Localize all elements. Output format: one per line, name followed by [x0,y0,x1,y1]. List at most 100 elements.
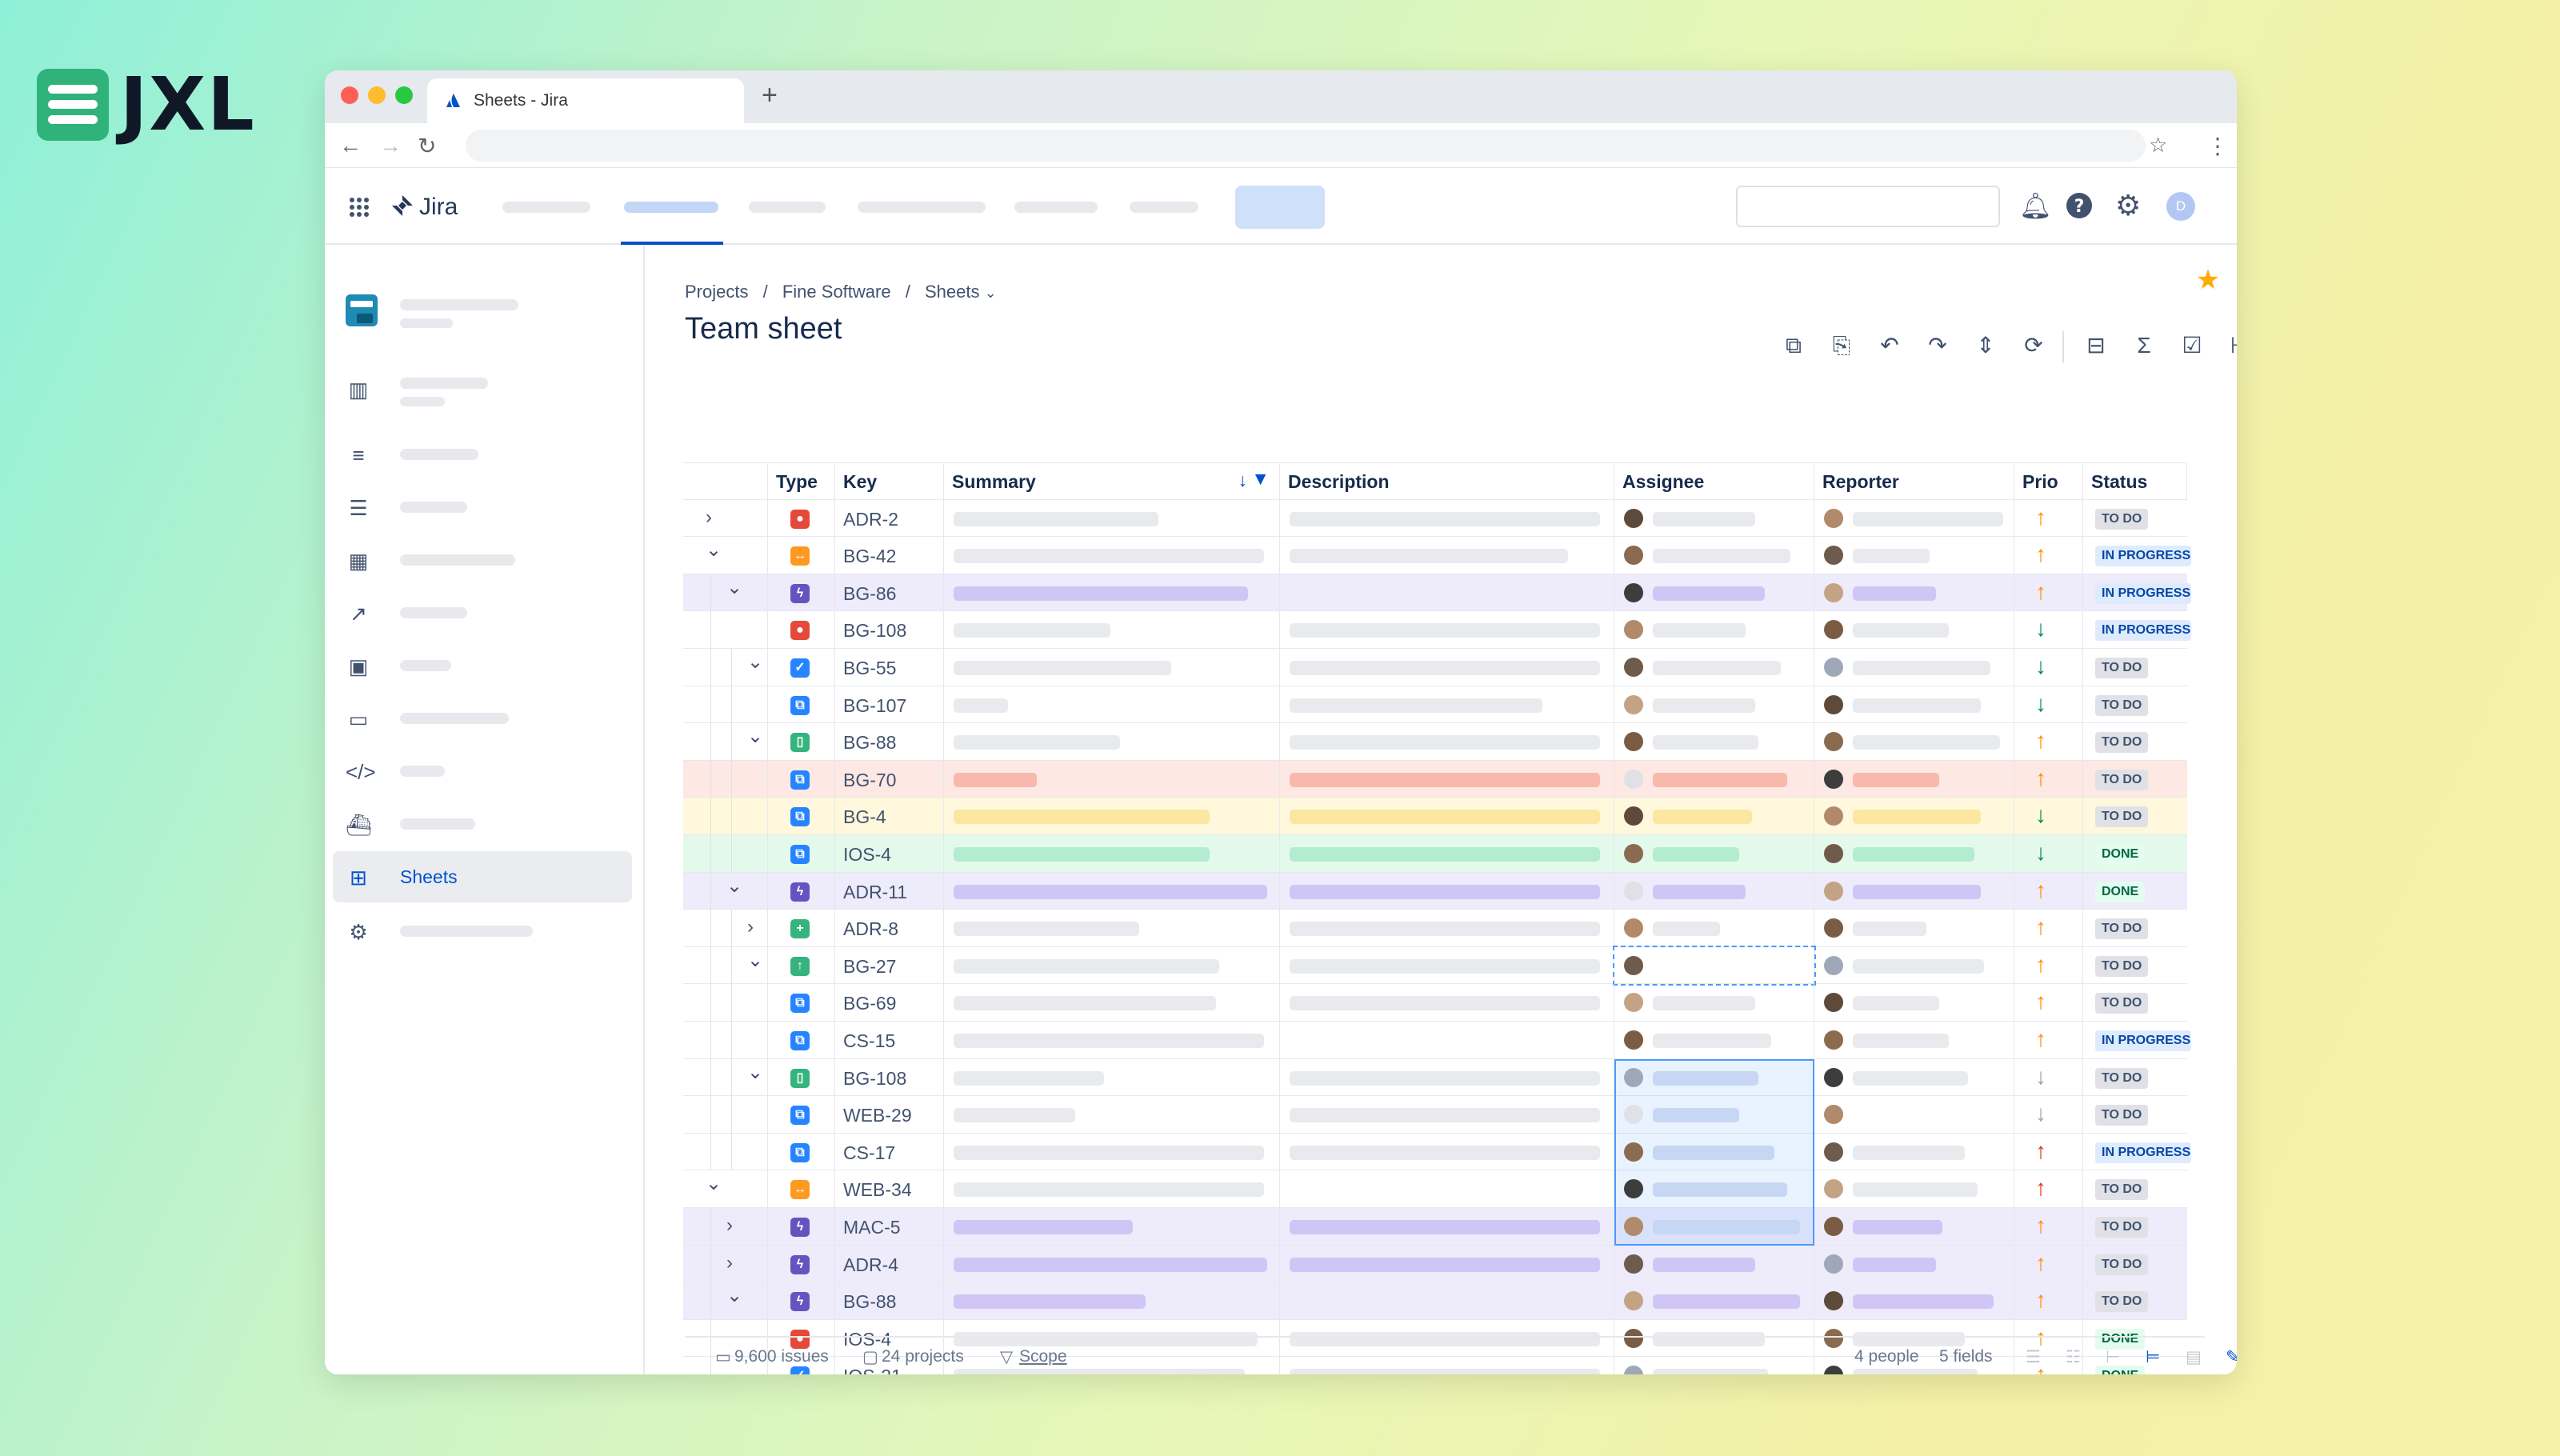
description-cell[interactable] [1280,1096,1614,1134]
type-cell[interactable]: ϟ [768,1282,835,1320]
assignee-cell[interactable] [1614,798,1814,835]
key-cell[interactable]: BG-69 [835,984,944,1022]
assignee-cell[interactable] [1614,760,1814,798]
checklist-icon[interactable]: ☑ [2182,333,2202,358]
prio-cell[interactable] [2014,872,2083,910]
issue-key[interactable]: IOS-4 [843,844,892,865]
description-cell[interactable] [1280,1245,1614,1283]
reporter-cell[interactable] [1814,1282,2014,1320]
assignee-cell[interactable] [1614,1133,1814,1171]
footer-structure-icon[interactable]: ⊨ [2146,1348,2161,1366]
key-cell[interactable]: IOS-21 [835,1357,944,1374]
assignee-cell[interactable] [1614,537,1814,574]
prio-cell[interactable] [2014,649,2083,686]
footer-tool-icon[interactable]: ☰ [2026,1348,2041,1366]
status-badge[interactable]: TO DO [2095,918,2149,940]
chevron-down-icon[interactable]: ⌄ [984,285,997,301]
breadcrumb-current[interactable]: Sheets [924,282,980,302]
minimize-window-icon[interactable] [368,86,386,104]
type-cell[interactable]: ⧉ [768,1022,835,1059]
expand-chevron-icon[interactable]: › [726,1214,733,1236]
sidebar-item-deployments[interactable]: ⛴ [333,798,632,850]
type-cell[interactable]: ϟ [768,1245,835,1283]
prio-cell[interactable] [2014,1208,2083,1246]
copy-icon[interactable]: ⧉ [1786,333,1802,358]
key-cell[interactable]: BG-27 [835,946,944,985]
description-cell[interactable] [1280,499,1614,538]
sum-icon[interactable]: Σ [2137,333,2151,358]
prio-cell[interactable] [2014,1357,2083,1374]
issue-key[interactable]: ADR-11 [843,881,908,902]
reporter-cell[interactable] [1814,537,2014,574]
key-cell[interactable]: BG-107 [835,686,944,724]
reporter-cell[interactable] [1814,946,2014,985]
table-row[interactable]: ✓ IOS-21 ↑ DONE [683,1357,2187,1374]
description-cell[interactable] [1280,1282,1614,1320]
sidebar-item-backlog[interactable]: ☰ [333,482,632,533]
issue-key[interactable]: WEB-34 [843,1179,912,1201]
redo-icon[interactable]: ↷ [1928,333,1947,358]
assignee-cell[interactable] [1614,1022,1814,1059]
issue-key[interactable]: CS-17 [843,1142,896,1163]
type-cell[interactable]: ● [768,499,835,538]
prio-cell[interactable] [2014,1058,2083,1097]
sort-desc-icon[interactable]: ↓ [1238,470,1248,490]
issue-key[interactable]: BG-108 [843,1067,907,1089]
expand-chevron-icon[interactable]: › [747,916,754,938]
description-cell[interactable] [1280,910,1614,947]
assignee-cell[interactable] [1614,1096,1814,1134]
nav-item-placeholder[interactable] [749,202,826,213]
type-cell[interactable]: ↔ [768,537,835,574]
status-badge[interactable]: IN PROGRESS [2095,1142,2191,1163]
url-field[interactable] [466,130,2146,162]
table-row[interactable]: ⧉ CS-17 ↑ IN PROGRESS [683,1133,2191,1171]
status-badge[interactable]: DONE [2095,844,2146,865]
reporter-cell[interactable] [1814,723,2014,761]
reporter-cell[interactable] [1814,872,2014,910]
bookmark-star-icon[interactable]: ☆ [2149,133,2168,157]
prio-cell[interactable] [2014,686,2083,724]
assignee-cell[interactable] [1614,1245,1814,1283]
summary-cell[interactable] [944,835,1280,873]
key-cell[interactable]: ADR-2 [835,499,944,538]
refresh-icon[interactable]: ⟳ [2024,333,2043,358]
prio-cell[interactable] [2014,910,2083,947]
prio-cell[interactable] [2014,984,2083,1022]
key-cell[interactable]: BG-108 [835,1058,944,1097]
summary-cell[interactable] [944,910,1280,947]
undo-icon[interactable]: ↶ [1880,333,1899,358]
issue-key[interactable]: IOS-4 [843,1328,892,1350]
prio-cell[interactable] [2014,574,2083,612]
status-badge[interactable]: TO DO [2095,769,2149,790]
collapse-chevron-icon[interactable]: ⌄ [747,726,764,748]
reporter-cell[interactable] [1814,984,2014,1022]
reporter-cell[interactable] [1814,910,2014,947]
assignee-cell[interactable] [1614,499,1814,538]
prio-cell[interactable] [2014,835,2083,873]
collapse-chevron-icon[interactable]: ⌄ [726,874,743,897]
nav-item-placeholder[interactable] [502,202,590,213]
description-cell[interactable] [1280,574,1614,612]
reporter-cell[interactable] [1814,499,2014,538]
search-input[interactable] [1736,186,2000,227]
key-cell[interactable]: BG-70 [835,760,944,798]
table-row[interactable]: ⧉ BG-107 ↓ TO DO [683,686,2187,724]
status-badge[interactable]: IN PROGRESS [2095,620,2191,642]
issue-key[interactable]: BG-88 [843,732,897,754]
key-cell[interactable]: CS-17 [835,1133,944,1171]
table-row[interactable]: ⧉ CS-15 ↑ IN PROGRESS [683,1022,2191,1059]
issue-key[interactable]: CS-15 [843,1030,896,1051]
maximize-window-icon[interactable] [395,86,413,104]
reporter-cell[interactable] [1814,1058,2014,1097]
description-cell[interactable] [1280,760,1614,798]
description-cell[interactable] [1280,946,1614,985]
key-cell[interactable]: CS-15 [835,1022,944,1059]
expand-chevron-icon[interactable]: › [706,506,712,528]
status-badge[interactable]: TO DO [2095,1067,2149,1089]
collapse-chevron-icon[interactable]: ⌄ [747,949,764,971]
summary-cell[interactable] [944,649,1280,686]
summary-cell[interactable] [944,872,1280,910]
status-badge[interactable]: IN PROGRESS [2095,582,2191,604]
collapse-chevron-icon[interactable]: ⌄ [726,576,743,598]
type-cell[interactable]: ϟ [768,574,835,612]
